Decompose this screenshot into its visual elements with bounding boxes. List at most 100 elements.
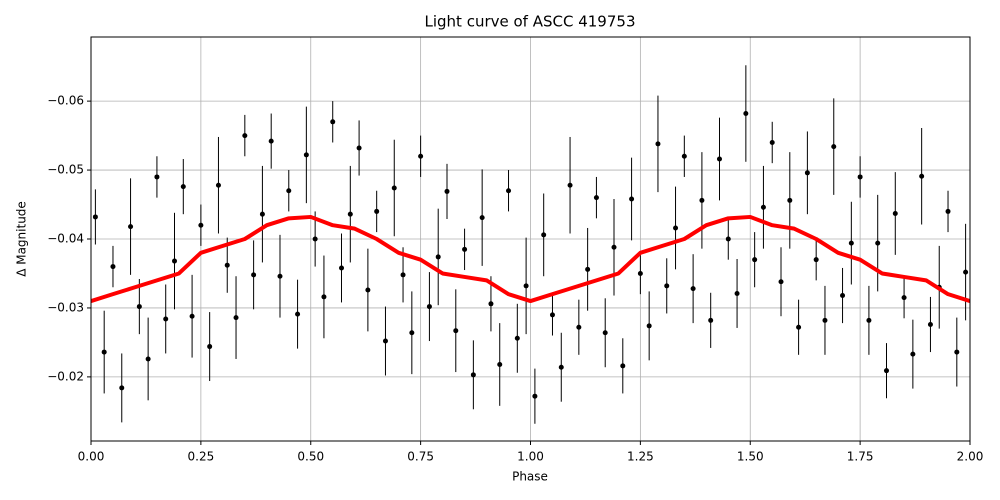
data-point xyxy=(866,317,872,323)
data-point xyxy=(769,139,775,145)
data-point xyxy=(875,240,881,246)
data-point xyxy=(567,182,573,188)
data-point xyxy=(365,287,371,293)
data-point xyxy=(242,133,248,139)
x-tick-label: 2.00 xyxy=(957,450,984,464)
data-point xyxy=(189,313,195,319)
plot-area xyxy=(91,65,970,424)
data-point xyxy=(233,315,239,321)
data-point xyxy=(418,153,424,159)
data-point xyxy=(699,197,705,203)
data-point xyxy=(611,244,617,250)
data-point xyxy=(391,185,397,191)
data-point xyxy=(673,225,679,231)
axes: 0.00 0.25 0.50 0.75 1.00 1.25 1.50 1.75 2.00 −0.0… xyxy=(47,94,983,464)
data-point xyxy=(154,174,160,180)
data-point xyxy=(629,196,635,202)
data-point xyxy=(910,351,916,357)
x-tick-label: 0.00 xyxy=(78,450,105,464)
data-point xyxy=(224,262,230,268)
data-point xyxy=(664,283,670,289)
y-tick-label: −0.03 xyxy=(47,300,84,314)
data-point xyxy=(488,301,494,307)
data-point xyxy=(541,232,547,238)
data-point xyxy=(312,236,318,242)
chart-title: Light curve of ASCC 419753 xyxy=(425,13,636,31)
data-point xyxy=(374,208,380,214)
data-point xyxy=(506,188,512,194)
data-point xyxy=(646,323,652,329)
data-point xyxy=(259,211,265,217)
x-tick-label: 0.75 xyxy=(407,450,434,464)
data-point xyxy=(136,304,142,310)
data-point xyxy=(919,173,925,179)
data-point xyxy=(101,349,107,355)
data-point xyxy=(602,330,608,336)
data-point xyxy=(128,224,134,230)
data-point xyxy=(655,141,661,147)
data-point xyxy=(382,338,388,344)
data-point xyxy=(119,385,125,391)
y-tick-label: −0.04 xyxy=(47,232,84,246)
data-point xyxy=(330,119,336,125)
data-point xyxy=(927,321,933,327)
data-point xyxy=(637,270,643,276)
data-point xyxy=(778,279,784,285)
data-point xyxy=(145,356,151,362)
data-point xyxy=(180,184,186,190)
data-point xyxy=(356,145,362,151)
x-tick-label: 1.00 xyxy=(517,450,544,464)
data-point xyxy=(277,273,283,279)
data-point xyxy=(558,364,564,370)
data-point xyxy=(892,210,898,216)
data-point xyxy=(954,349,960,355)
data-point xyxy=(787,197,793,203)
x-tick-label: 1.25 xyxy=(627,450,654,464)
x-tick-label: 0.50 xyxy=(297,450,324,464)
data-point xyxy=(593,195,599,201)
data-point xyxy=(804,170,810,176)
data-point xyxy=(576,324,582,330)
data-point xyxy=(857,174,863,180)
data-point xyxy=(268,138,274,144)
grid xyxy=(90,37,971,441)
data-point xyxy=(813,257,819,263)
data-point xyxy=(620,363,626,369)
y-tick-label: −0.06 xyxy=(47,94,84,108)
data-point xyxy=(400,272,406,278)
data-point xyxy=(453,328,459,334)
data-point xyxy=(92,214,98,220)
data-point xyxy=(743,111,749,117)
y-axis-label: Δ Magnitude xyxy=(15,201,29,277)
data-point xyxy=(215,182,221,188)
data-point xyxy=(198,222,204,228)
data-point xyxy=(796,324,802,330)
data-point xyxy=(585,266,591,272)
data-point xyxy=(523,283,529,289)
data-point xyxy=(339,265,345,271)
data-point xyxy=(497,361,503,367)
data-point xyxy=(752,257,758,263)
binned-line xyxy=(91,214,970,304)
data-point xyxy=(760,204,766,210)
data-point xyxy=(716,156,722,162)
data-point xyxy=(963,269,969,275)
data-point xyxy=(822,317,828,323)
data-point xyxy=(901,295,907,301)
data-point xyxy=(549,312,555,318)
data-point xyxy=(286,188,292,194)
data-point xyxy=(848,240,854,246)
data-point xyxy=(470,372,476,378)
x-axis-label: Phase xyxy=(512,470,548,484)
data-point xyxy=(945,208,951,214)
data-point xyxy=(110,264,116,270)
data-point xyxy=(295,311,301,317)
data-point xyxy=(444,188,450,194)
data-point xyxy=(163,316,169,322)
x-tick-label: 1.75 xyxy=(847,450,874,464)
data-point xyxy=(708,317,714,323)
data-point xyxy=(532,393,538,399)
data-point xyxy=(409,330,415,336)
data-point xyxy=(462,246,468,252)
